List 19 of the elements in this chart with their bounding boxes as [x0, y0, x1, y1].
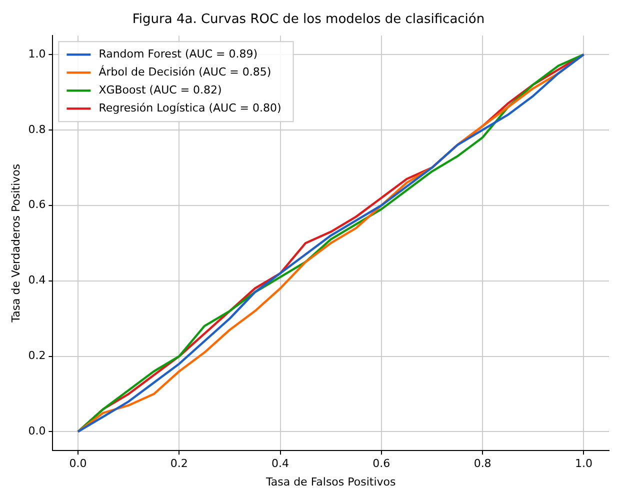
x-axis-title: Tasa de Falsos Positivos	[264, 475, 396, 488]
y-tick-label: 0.4	[28, 274, 46, 287]
y-tick-label: 0.8	[28, 122, 46, 136]
y-tick-label: 1.0	[28, 47, 46, 60]
legend-label: Regresión Logística (AUC = 0.80)	[98, 101, 282, 114]
x-tick-label: 0.8	[474, 457, 492, 470]
legend-label: XGBoost (AUC = 0.82)	[98, 83, 222, 96]
y-axis-title: Tasa de Verdaderos Positivos	[9, 164, 22, 324]
x-tick-label: 1.0	[574, 457, 592, 470]
y-tick-label: 0.0	[28, 424, 46, 438]
x-tick-label: 0.6	[372, 457, 390, 470]
x-tick-label: 0.4	[272, 457, 290, 470]
x-tick-label: 0.2	[170, 457, 188, 470]
x-tick-label: 0.0	[69, 457, 87, 470]
y-tick-label: 0.6	[28, 198, 46, 212]
legend-label: Árbol de Decisión (AUC = 0.85)	[98, 64, 272, 78]
y-tick-label: 0.2	[28, 349, 46, 362]
chart-title: Figura 4a. Curvas ROC de los modelos de clasificación	[132, 12, 485, 28]
legend-label: Random Forest (AUC = 0.89)	[98, 47, 258, 60]
